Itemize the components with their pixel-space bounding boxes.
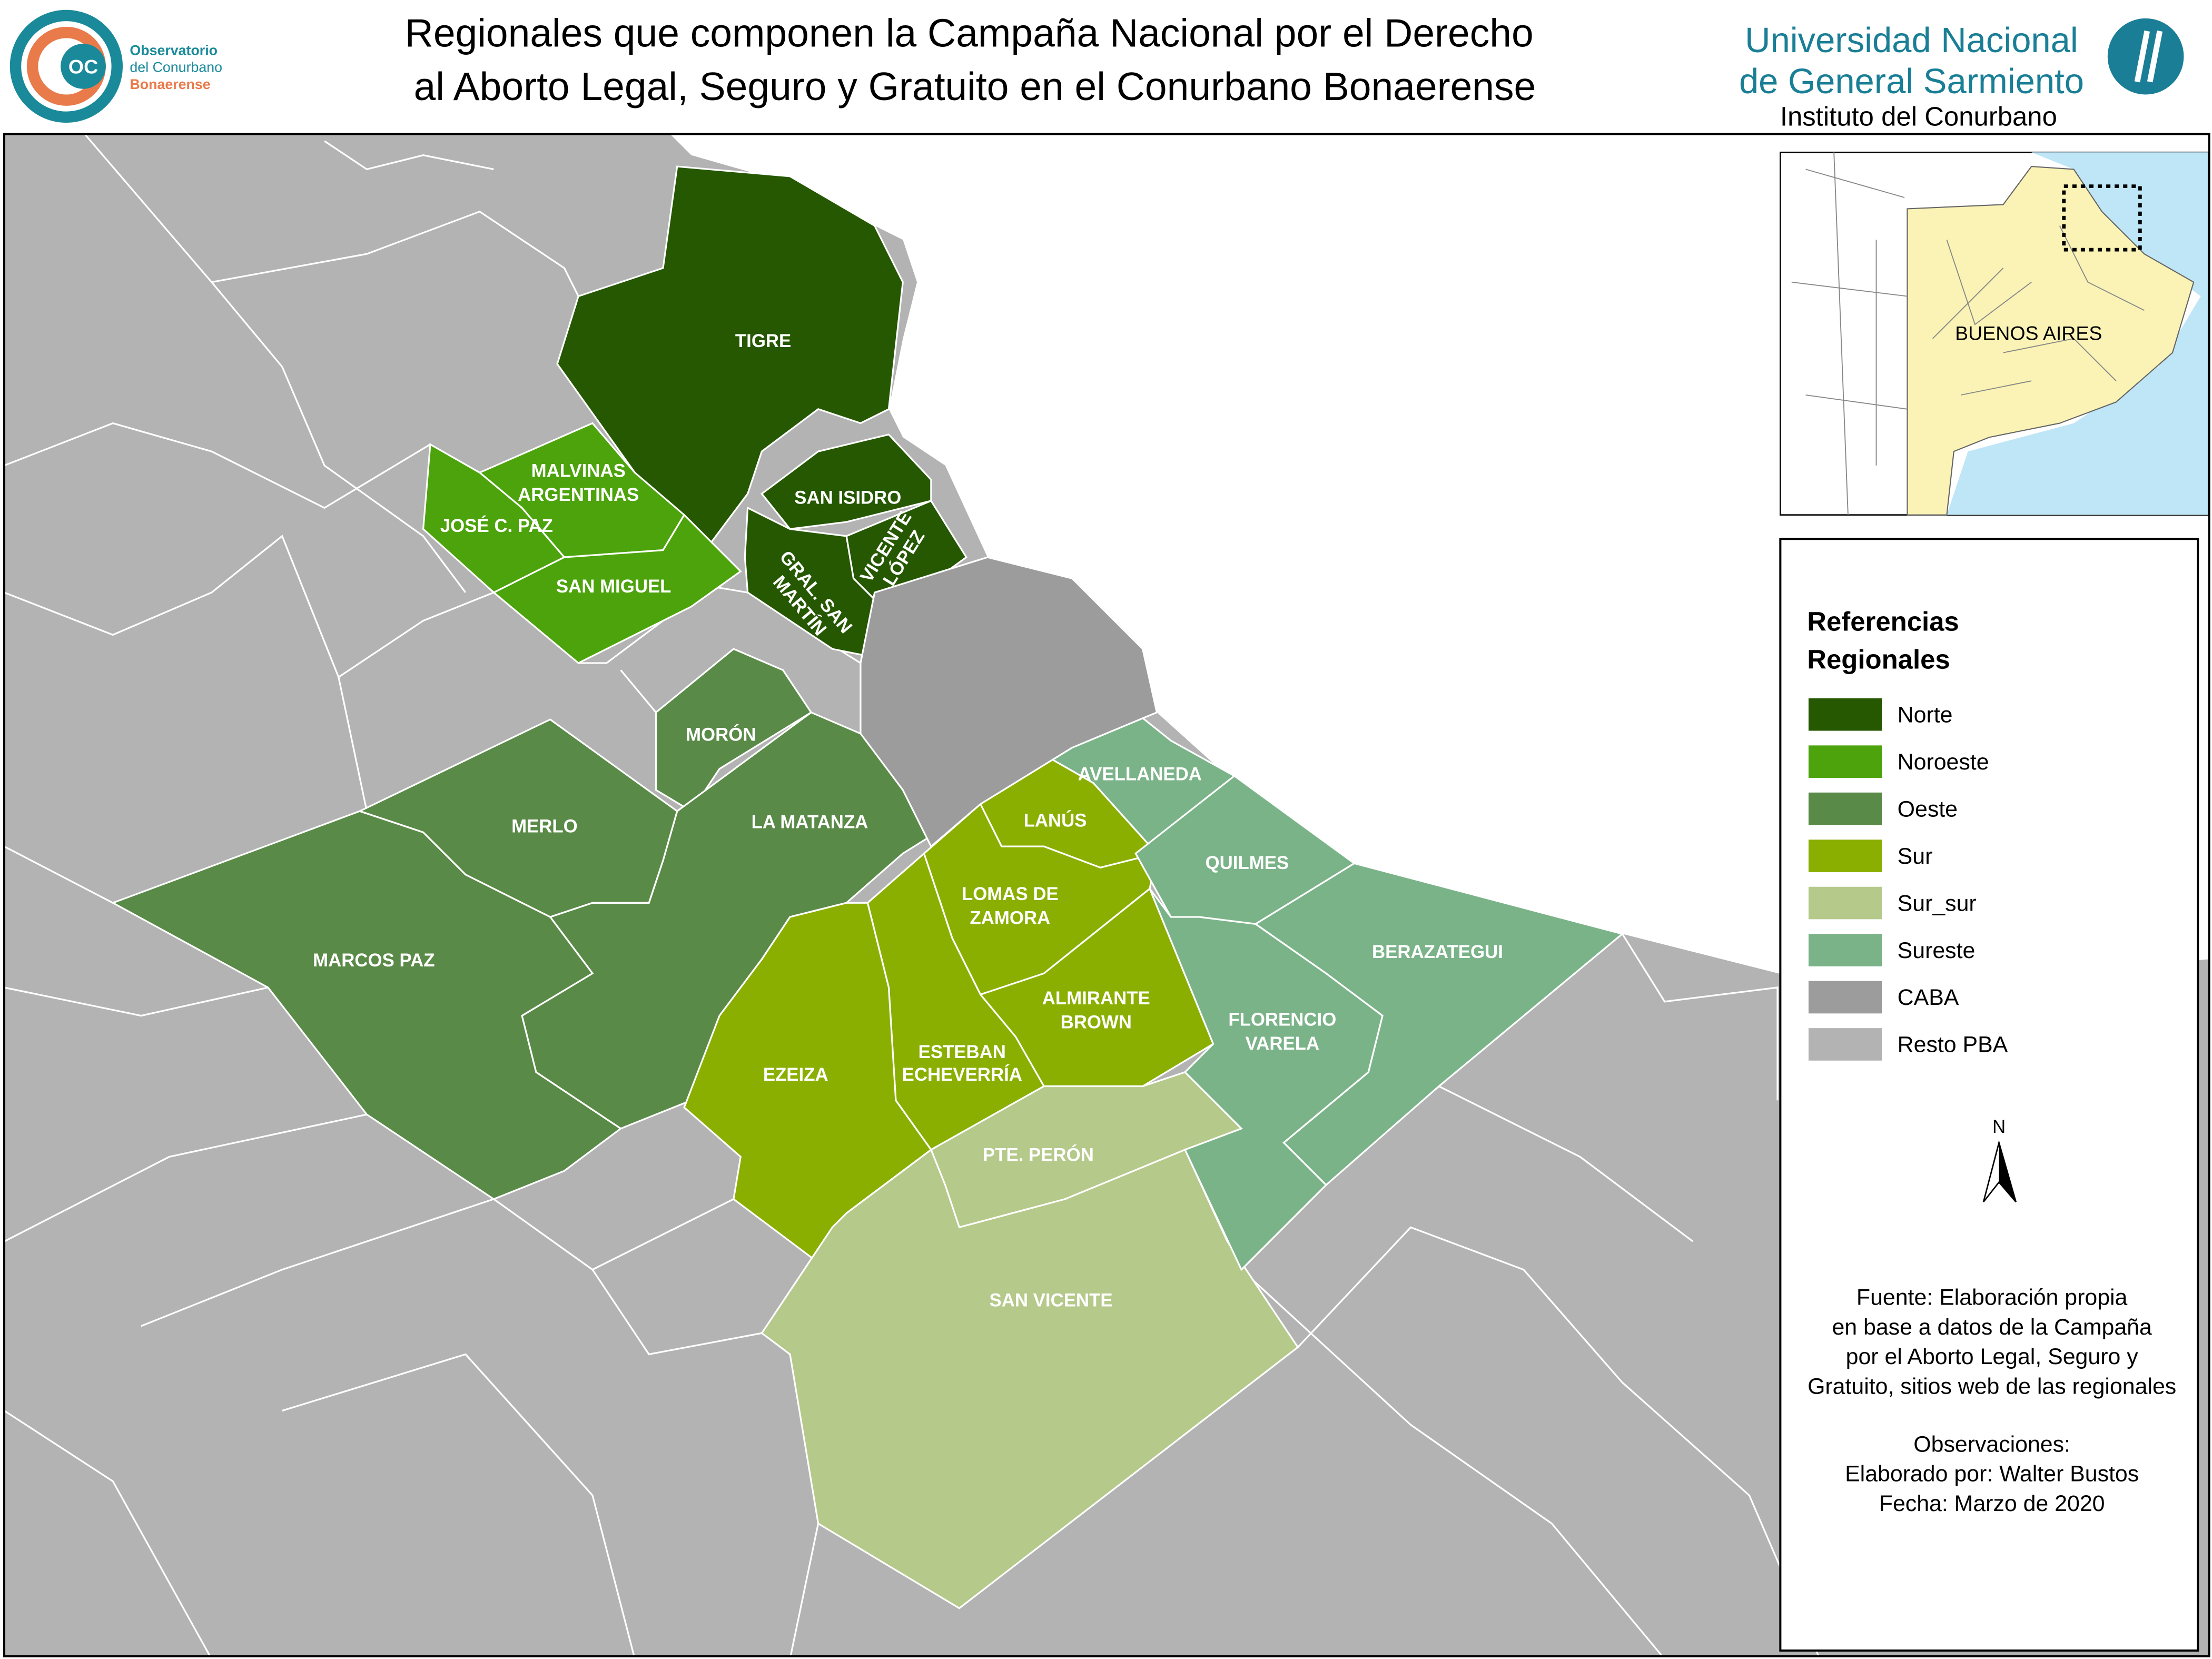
logo-text: Bonaerense bbox=[130, 76, 210, 92]
legend-swatch bbox=[1808, 840, 1882, 872]
region bbox=[1149, 888, 1384, 1271]
region-label: ALMIRANTE BROWN bbox=[1042, 988, 1150, 1033]
logo-subtitle: Instituto del Conurbano bbox=[1780, 101, 2057, 131]
region-label: ESTEBAN ECHEVERRÍA bbox=[902, 1042, 1022, 1085]
region bbox=[683, 902, 933, 1264]
label-line: PTE. PERÓN bbox=[983, 1144, 1094, 1165]
map-frame bbox=[3, 133, 2210, 1657]
region-label: QUILMES bbox=[1206, 853, 1289, 873]
region-label: PTE. PERÓN bbox=[983, 1144, 1094, 1165]
label-line: ESTEBAN bbox=[919, 1042, 1006, 1062]
label-line: LANÚS bbox=[1024, 810, 1087, 831]
label-line: QUILMES bbox=[1206, 853, 1289, 873]
label-line: ALMIRANTE bbox=[1042, 988, 1150, 1009]
north-label: N bbox=[1992, 1117, 2006, 1137]
label-line: ECHEVERRÍA bbox=[902, 1064, 1022, 1085]
label-line: LA MATANZA bbox=[752, 812, 868, 832]
region-label: EZEIZA bbox=[763, 1064, 828, 1085]
logo-text: Universidad Nacional bbox=[1745, 21, 2078, 60]
title: al Aborto Legal, Seguro y Gratuito en el… bbox=[414, 64, 1536, 108]
region-label: MERLO bbox=[511, 816, 578, 836]
pba-boundaries bbox=[4, 133, 1821, 1659]
region-label: SAN VICENTE bbox=[990, 1290, 1113, 1310]
region-label: FLORENCIO VARELA bbox=[1228, 1009, 1336, 1054]
label-line: BERAZATEGUI bbox=[1372, 942, 1503, 962]
legend-label: Oeste bbox=[1898, 796, 1958, 822]
observation-note: Observaciones: bbox=[1913, 1431, 2070, 1457]
inset-label: BUENOS AIRES bbox=[1955, 322, 2102, 344]
region-label: TIGRE bbox=[735, 331, 791, 351]
region bbox=[860, 556, 1158, 848]
legend-label: Norte bbox=[1898, 702, 1953, 727]
label-line: BROWN bbox=[1061, 1012, 1132, 1033]
label-line: MORÓN bbox=[686, 724, 756, 745]
legend-swatch bbox=[1808, 1028, 1882, 1061]
legend-label: CABA bbox=[1898, 985, 1959, 1010]
legend-swatch bbox=[1808, 698, 1882, 731]
logo-text: Observatorio bbox=[130, 42, 218, 58]
label-line: SAN VICENTE bbox=[990, 1290, 1113, 1310]
legend-label: Sureste bbox=[1898, 938, 1976, 963]
legend-swatch bbox=[1808, 934, 1882, 966]
region-label: BERAZATEGUI bbox=[1372, 942, 1503, 962]
label-line: JOSÉ C. PAZ bbox=[440, 515, 553, 536]
legend-label: Resto PBA bbox=[1898, 1032, 2008, 1058]
label-line: TIGRE bbox=[735, 331, 791, 351]
logo-text: de General Sarmiento bbox=[1739, 62, 2084, 101]
label-line: VARELA bbox=[1246, 1033, 1320, 1054]
region-label: LOMAS DE ZAMORA bbox=[962, 884, 1059, 929]
region bbox=[761, 433, 932, 530]
title: Regionales que componen la Campaña Nacio… bbox=[405, 11, 1534, 55]
region bbox=[655, 648, 813, 813]
source-note: Fuente: Elaboración propia bbox=[1856, 1285, 2128, 1310]
region-label: SAN ISIDRO bbox=[794, 487, 901, 508]
region-label: MALVINAS ARGENTINAS bbox=[518, 460, 639, 505]
logo-left: OC Observatorio del Conurbano Bonaerense bbox=[9, 9, 222, 123]
observation-note: Elaborado por: Walter Bustos bbox=[1845, 1461, 2139, 1487]
legend-swatch bbox=[1808, 745, 1882, 778]
label-line: ZAMORA bbox=[970, 907, 1050, 928]
inset-map: BUENOS AIRES bbox=[1780, 151, 2209, 516]
region bbox=[556, 165, 904, 552]
region-label: AVELLANEDA bbox=[1078, 764, 1202, 784]
region-label: LA MATANZA bbox=[752, 812, 868, 832]
observation-note: Fecha: Marzo de 2020 bbox=[1879, 1491, 2105, 1516]
label-line: AVELLANEDA bbox=[1078, 764, 1202, 784]
region-label: SAN MIGUEL bbox=[556, 576, 671, 597]
legend-label: Sur bbox=[1898, 844, 1933, 869]
region bbox=[111, 810, 623, 1200]
legend-swatch bbox=[1808, 886, 1882, 920]
legend-swatch bbox=[1808, 792, 1882, 825]
label-line: MALVINAS bbox=[531, 460, 626, 481]
label-line: SAN MIGUEL bbox=[556, 576, 671, 597]
region-label: LANÚS bbox=[1024, 810, 1087, 831]
source-note: por el Aborto Legal, Seguro y bbox=[1846, 1344, 2139, 1369]
legend-title: Regionales bbox=[1807, 645, 1950, 675]
label-line: SAN ISIDRO bbox=[794, 487, 901, 508]
label-line: EZEIZA bbox=[763, 1064, 828, 1085]
label-line: ARGENTINAS bbox=[518, 485, 639, 505]
label-line: MARCOS PAZ bbox=[313, 950, 434, 971]
region-label: MORÓN bbox=[686, 724, 756, 745]
logo-initials: OC bbox=[68, 55, 98, 77]
label-line: LOMAS DE bbox=[962, 884, 1059, 904]
source-note: Gratuito, sitios web de las regionales bbox=[1808, 1374, 2176, 1399]
region bbox=[761, 1148, 1299, 1609]
legend-title: Referencias bbox=[1807, 606, 1959, 636]
north-arrow: N bbox=[1982, 1117, 2017, 1203]
region-label: MARCOS PAZ bbox=[313, 950, 434, 971]
source-note: en base a datos de la Campaña bbox=[1832, 1315, 2152, 1340]
legend-swatch bbox=[1808, 981, 1882, 1014]
region bbox=[492, 514, 742, 664]
label-line: FLORENCIO bbox=[1228, 1009, 1336, 1030]
logo-text: del Conurbano bbox=[130, 60, 222, 75]
label-line: MERLO bbox=[511, 816, 578, 836]
region-label: JOSÉ C. PAZ bbox=[440, 515, 553, 536]
legend-label: Sur_sur bbox=[1898, 891, 1977, 916]
legend-label: Noroeste bbox=[1898, 749, 1989, 775]
logo-right: Universidad Nacional de General Sarmient… bbox=[1739, 18, 2184, 131]
